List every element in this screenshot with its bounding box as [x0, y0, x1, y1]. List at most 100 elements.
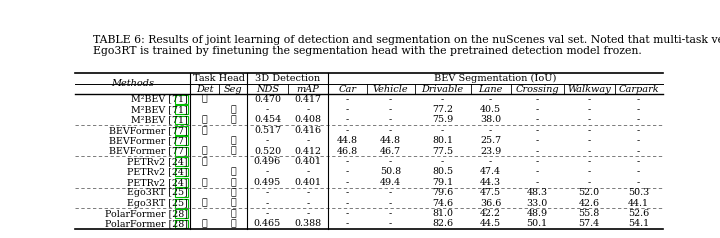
Bar — [175, 178, 188, 187]
Text: -: - — [637, 136, 640, 145]
Text: M²BEV [71]: M²BEV [71] — [131, 95, 188, 104]
Text: M²BEV [71]: M²BEV [71] — [131, 105, 188, 114]
Text: -: - — [441, 126, 444, 135]
Text: 0.408: 0.408 — [294, 115, 321, 124]
Text: 44.5: 44.5 — [480, 219, 501, 228]
Text: PolarFormer [28]: PolarFormer [28] — [104, 209, 188, 218]
Text: -: - — [306, 168, 310, 176]
Text: -: - — [637, 147, 640, 156]
Text: mAP: mAP — [297, 84, 319, 94]
Text: BEVFormer [77]: BEVFormer [77] — [109, 136, 188, 145]
Text: -: - — [637, 126, 640, 135]
Text: 3D Detection: 3D Detection — [255, 74, 320, 83]
Text: PETRv2 [24]: PETRv2 [24] — [127, 168, 188, 176]
Text: -: - — [389, 219, 392, 228]
Text: -: - — [346, 157, 349, 166]
Text: 0.412: 0.412 — [294, 147, 321, 156]
Text: -: - — [588, 147, 590, 156]
Text: 0.388: 0.388 — [294, 219, 321, 228]
Text: -: - — [536, 115, 539, 124]
Text: 54.1: 54.1 — [628, 219, 649, 228]
Text: ✓: ✓ — [230, 188, 236, 197]
Text: -: - — [306, 136, 310, 145]
Text: 77.5: 77.5 — [432, 147, 453, 156]
Text: -: - — [306, 209, 310, 218]
Text: Walkway: Walkway — [567, 84, 611, 94]
Text: -: - — [637, 178, 640, 187]
Text: -: - — [306, 105, 310, 114]
Text: -: - — [588, 136, 590, 145]
Text: BEVFormer [77]: BEVFormer [77] — [109, 147, 188, 156]
Text: -: - — [637, 105, 640, 114]
Text: 50.8: 50.8 — [380, 168, 401, 176]
Bar — [175, 116, 188, 124]
Text: -: - — [346, 199, 349, 208]
Text: -: - — [588, 168, 590, 176]
Text: -: - — [536, 168, 539, 176]
Text: PETRv2 [24]: PETRv2 [24] — [127, 178, 188, 187]
Text: -: - — [306, 188, 310, 197]
Text: 0.454: 0.454 — [254, 115, 281, 124]
Text: 0.465: 0.465 — [254, 219, 281, 228]
Text: Vehicle: Vehicle — [373, 84, 408, 94]
Text: ✓: ✓ — [202, 199, 207, 208]
Text: -: - — [489, 126, 492, 135]
Text: -: - — [489, 95, 492, 104]
Text: 57.4: 57.4 — [579, 219, 600, 228]
Text: 36.6: 36.6 — [480, 199, 501, 208]
Bar — [175, 105, 188, 114]
Text: -: - — [389, 126, 392, 135]
Text: -: - — [389, 209, 392, 218]
Text: -: - — [489, 157, 492, 166]
Text: ✓: ✓ — [202, 219, 207, 228]
Text: NDS: NDS — [256, 84, 279, 94]
Text: -: - — [346, 188, 349, 197]
Text: Lane: Lane — [479, 84, 503, 94]
Text: 23.9: 23.9 — [480, 147, 501, 156]
Text: 50.3: 50.3 — [628, 188, 649, 197]
Bar — [175, 199, 188, 208]
Text: ✓: ✓ — [202, 126, 207, 135]
Text: -: - — [266, 136, 269, 145]
Bar — [175, 136, 188, 145]
Text: -: - — [266, 188, 269, 197]
Text: Carpark: Carpark — [618, 84, 659, 94]
Text: 50.1: 50.1 — [526, 219, 548, 228]
Text: 52.0: 52.0 — [579, 188, 600, 197]
Text: -: - — [536, 95, 539, 104]
Text: ✓: ✓ — [202, 147, 207, 156]
Text: ✓: ✓ — [202, 115, 207, 124]
Text: Methods: Methods — [111, 79, 154, 88]
Text: 0.401: 0.401 — [294, 178, 321, 187]
Text: 0.496: 0.496 — [254, 157, 281, 166]
Text: ✓: ✓ — [202, 178, 207, 187]
Text: 48.9: 48.9 — [526, 209, 548, 218]
Text: -: - — [346, 105, 349, 114]
Text: Car: Car — [338, 84, 356, 94]
Text: -: - — [266, 209, 269, 218]
Text: ✓: ✓ — [230, 178, 236, 187]
Text: Seg: Seg — [224, 84, 243, 94]
Text: -: - — [441, 95, 444, 104]
Text: 38.0: 38.0 — [480, 115, 501, 124]
Text: 0.470: 0.470 — [254, 95, 281, 104]
Text: ✓: ✓ — [230, 136, 236, 145]
Text: 40.5: 40.5 — [480, 105, 501, 114]
Bar — [175, 219, 188, 228]
Text: -: - — [346, 178, 349, 187]
Text: -: - — [536, 157, 539, 166]
Text: 80.1: 80.1 — [432, 136, 453, 145]
Text: -: - — [346, 115, 349, 124]
Text: ✓: ✓ — [202, 95, 207, 104]
Text: -: - — [346, 95, 349, 104]
Text: -: - — [346, 168, 349, 176]
Text: -: - — [536, 105, 539, 114]
Text: 44.3: 44.3 — [480, 178, 501, 187]
Text: -: - — [389, 95, 392, 104]
Text: ✓: ✓ — [230, 115, 236, 124]
Text: 46.7: 46.7 — [380, 147, 401, 156]
Text: ✓: ✓ — [230, 168, 236, 176]
Text: 55.8: 55.8 — [578, 209, 600, 218]
Text: PETRv2 [24]: PETRv2 [24] — [127, 157, 188, 166]
Text: Drivable: Drivable — [422, 84, 464, 94]
